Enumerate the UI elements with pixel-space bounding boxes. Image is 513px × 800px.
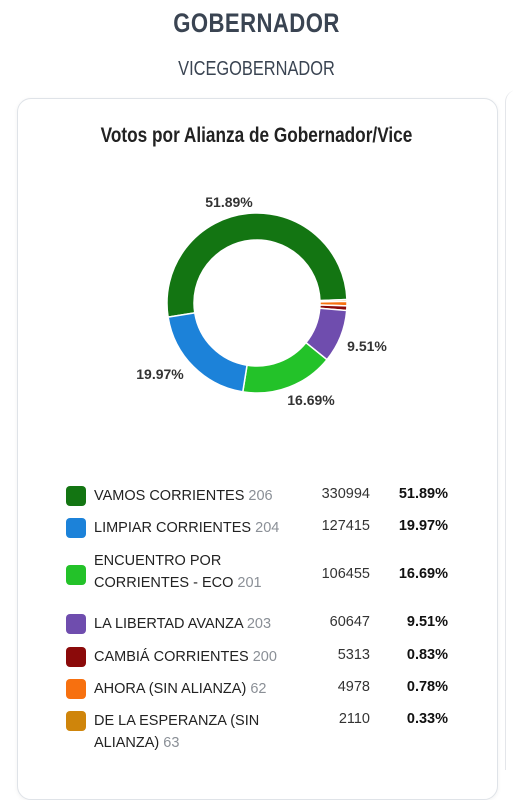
legend-percent: 51.89% [398,486,448,502]
legend-percent: 9.51% [406,614,448,630]
legend-row[interactable]: LA LIBERTAD AVANZA 203 60647 9.51% [66,608,466,640]
party-code: 203 [242,616,272,632]
party-name: LIMPIAR CORRIENTES [94,520,252,536]
legend-name: ENCUENTRO POR CORRIENTES - ECO 201 [94,550,294,594]
legend-votes: 60647 [329,614,370,630]
party-code: 200 [248,649,277,665]
legend-swatch [66,679,86,699]
donut-slice-1[interactable] [167,311,248,393]
legend-name: VAMOS CORRIENTES 206 [94,485,294,507]
legend-row[interactable]: VAMOS CORRIENTES 206 330994 51.89% [66,480,466,512]
party-code: 204 [251,520,280,536]
slice-label-2: 16.69% [287,392,335,408]
legend-row[interactable]: LIMPIAR CORRIENTES 204 127415 19.97% [66,512,466,544]
party-code: 206 [244,488,273,504]
party-code: 201 [233,575,262,591]
party-name: ENCUENTRO POR CORRIENTES - ECO [94,553,234,591]
legend-votes: 4978 [337,679,370,695]
legend-swatch [66,647,86,667]
legend-swatch [66,518,86,538]
chart-title: Votos por Alianza de Gobernador/Vice [100,124,413,147]
legend-percent: 0.78% [406,679,448,695]
legend-percent: 19.97% [398,518,448,534]
party-name: CAMBIÁ CORRIENTES [94,649,249,665]
party-code: 63 [159,735,180,751]
legend-name: DE LA ESPERANZA (SIN ALIANZA) 63 [94,710,294,754]
slice-label-3: 9.51% [347,338,387,354]
party-name: VAMOS CORRIENTES [94,488,245,504]
legend-swatch [66,614,86,634]
party-name: AHORA (SIN ALIANZA) [94,681,247,697]
slice-label-1: 19.97% [136,366,184,382]
party-name: LA LIBERTAD AVANZA [94,616,243,632]
legend-swatch [66,565,86,585]
legend-name: LA LIBERTAD AVANZA 203 [94,613,294,635]
legend-votes: 106455 [321,566,370,582]
legend-votes: 2110 [338,711,370,727]
donut-slice-0[interactable] [166,212,348,318]
party-name: DE LA ESPERANZA (SIN ALIANZA) [94,713,260,751]
legend-name: LIMPIAR CORRIENTES 204 [94,517,294,539]
legend-percent: 0.83% [406,647,448,663]
donut-chart: 51.89% 19.97% 16.69% 9.51% [136,194,387,408]
legend-row[interactable]: ENCUENTRO POR CORRIENTES - ECO 201 106455… [66,550,466,606]
legend-swatch [66,486,86,506]
legend-votes: 127415 [321,518,370,534]
legend-votes: 5313 [337,647,370,663]
legend-name: AHORA (SIN ALIANZA) 62 [94,678,294,700]
slice-label-0: 51.89% [205,194,253,210]
page-title: GOBERNADOR [173,8,340,38]
legend-row[interactable]: AHORA (SIN ALIANZA) 62 4978 0.78% [66,673,466,705]
adjacent-card-edge [505,90,513,770]
legend-votes: 330994 [321,486,370,502]
legend-row[interactable]: CAMBIÁ CORRIENTES 200 5313 0.83% [66,641,466,673]
legend-percent: 16.69% [398,566,448,582]
legend-name: CAMBIÁ CORRIENTES 200 [94,646,294,668]
legend-swatch [66,711,86,731]
donut-slice-2[interactable] [241,341,328,394]
legend-row[interactable]: DE LA ESPERANZA (SIN ALIANZA) 63 2110 0.33… [66,705,466,751]
legend-percent: 0.33% [406,711,448,727]
party-code: 62 [246,681,267,697]
page-subtitle: VICEGOBERNADOR [178,58,335,80]
